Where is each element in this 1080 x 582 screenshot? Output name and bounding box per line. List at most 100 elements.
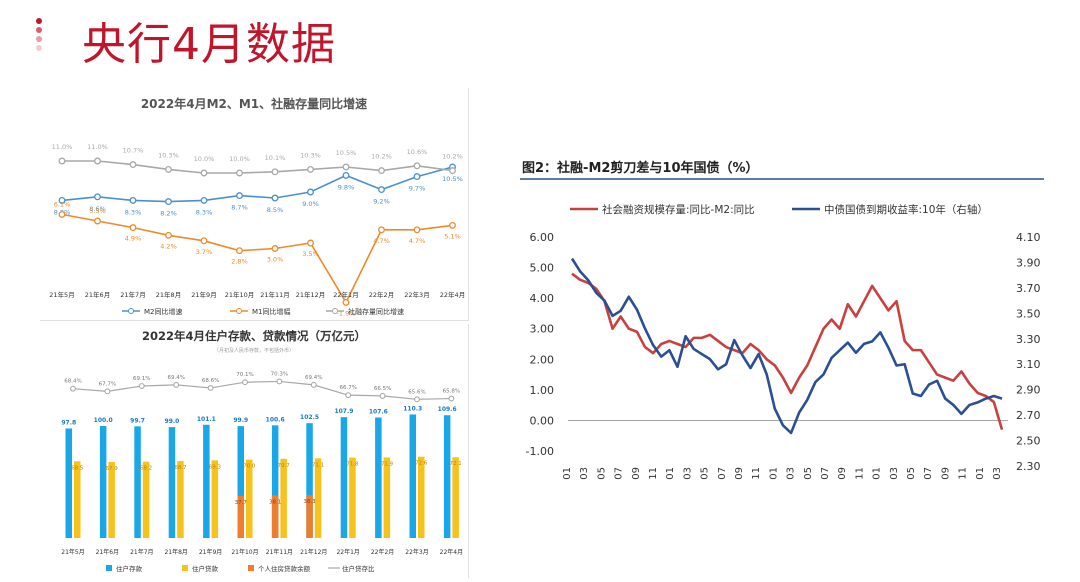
chart2-ratio-label: 66.5% xyxy=(374,386,391,392)
chart2-ratio-label: 69.1% xyxy=(133,376,150,382)
chart1-x-tick: 21年12月 xyxy=(296,290,326,299)
chart3-y2-tick: 3.10 xyxy=(1016,358,1041,371)
chart1-point xyxy=(200,169,208,177)
chart1-point xyxy=(307,188,314,196)
chart1-data-label: 3.0% xyxy=(267,256,284,264)
chart2-bar-loan xyxy=(246,459,253,538)
chart1-data-label: 10.6% xyxy=(407,148,428,156)
chart2-legend-label: 住户贷款 xyxy=(192,564,219,573)
chart2-svg: 2022年4月住户存款、贷款情况（万亿元） （月初及人民币存款，不包括外币） 97.… xyxy=(61,329,463,573)
chart2-ratio-label: 69.4% xyxy=(305,375,322,381)
chart2-ratio-label: 66.7% xyxy=(339,385,356,391)
chart2-ratio-point xyxy=(104,388,111,395)
chart3-y2-tick: 2.50 xyxy=(1016,435,1041,448)
chart3-y-tick: 0.00 xyxy=(530,414,555,427)
chart2-ratio-label: 70.1% xyxy=(236,372,253,378)
chart2-x-tick: 21年9月 xyxy=(199,548,222,556)
chart1-point xyxy=(165,165,172,173)
chart1-data-label: 3.7% xyxy=(196,248,213,256)
chart2-bar-deposit xyxy=(237,426,244,538)
chart1-x-tick: 22年3月 xyxy=(404,290,429,299)
chart1-point xyxy=(378,186,385,194)
chart1-x-tick: 22年4月 xyxy=(440,290,465,299)
chart2-bar-mortgage xyxy=(306,495,313,538)
chart2-label-loan: 72.6 xyxy=(415,461,428,467)
chart1-data-label: 9.7% xyxy=(409,185,426,193)
chart2-ratio-line xyxy=(72,380,452,400)
chart1-point xyxy=(271,168,279,176)
chart2-bar-deposit xyxy=(375,417,382,538)
chart1-series-line xyxy=(61,166,453,203)
chart2-bar-deposit xyxy=(340,417,348,538)
chart2-label-deposit: 109.6 xyxy=(438,406,457,413)
chart2-ratio-point xyxy=(138,383,145,389)
chart3-y-tick: 2.00 xyxy=(530,353,555,366)
chart3-series-line xyxy=(570,257,1003,435)
chart2-bar-mortgage xyxy=(237,495,244,538)
chart3-y2-tick: 2.90 xyxy=(1016,384,1041,397)
chart1-data-label: 8.6% xyxy=(89,205,106,213)
chart1-point xyxy=(378,226,385,234)
chart2-x-tick: 22年2月 xyxy=(371,548,394,556)
chart1-data-label: 10.5% xyxy=(336,149,357,157)
chart1-data-label: 9.2% xyxy=(373,198,390,206)
chart2-label-deposit: 100.0 xyxy=(94,417,113,424)
chart2-legend-swatch xyxy=(106,565,112,571)
chart3-y-tick: 1.00 xyxy=(530,384,555,397)
chart2-bar-deposit xyxy=(409,414,416,538)
chart2-x-tick: 22年4月 xyxy=(440,548,463,556)
chart1-data-label: 8.5% xyxy=(267,206,284,214)
chart1-x-tick: 21年7月 xyxy=(120,290,145,299)
chart1-x-tick: 21年6月 xyxy=(85,290,110,299)
chart2-bar-deposit xyxy=(203,424,210,538)
chart1-data-label: 10.2% xyxy=(442,153,463,161)
chart2-x-tick: 21年5月 xyxy=(61,548,84,556)
chart2-legend-label: 住户贷存比 xyxy=(342,564,375,573)
chart3-svg: 图2：社融-M2剪刀差与10年国债（%） 6.00 5.00 4.00 3.00 2.00… xyxy=(520,160,1044,509)
chart3-y-tick: 5.00 xyxy=(530,262,555,275)
chart1-point xyxy=(413,226,421,234)
chart1-data-label: 4.9% xyxy=(125,235,142,243)
chart2-bar-loan xyxy=(349,457,356,538)
chart1-legend-marker xyxy=(128,308,134,314)
chart2-x-tick: 22年1月 xyxy=(336,548,359,556)
chart1-x-tick: 22年1月 xyxy=(333,290,358,299)
chart3-x-tick: 2018-11 xyxy=(648,467,659,480)
chart3-x-tick: 2020-03 xyxy=(786,467,797,480)
chart2-ratio-label: 69.4% xyxy=(167,375,184,381)
chart1-legend-marker xyxy=(332,308,338,314)
chart2-x-tick: 21年8月 xyxy=(164,548,187,556)
chart-m2-m1-tsf: 2022年4月M2、M1、社融存量同比增速8.3%8.6%8.3%8.2%8.3… xyxy=(40,88,469,321)
chart3-series-line xyxy=(571,272,1004,430)
chart2-ratio-label: 67.7% xyxy=(99,381,116,387)
chart3-x-tick: 2018-03 xyxy=(579,467,590,480)
chart1-data-label: 10.7% xyxy=(123,147,144,155)
chart2-ratio-label: 70.3% xyxy=(271,371,288,377)
chart3-x-tick: 2019-11 xyxy=(751,467,762,480)
chart1-data-label: 8.2% xyxy=(160,210,177,218)
chart1-point xyxy=(129,224,137,232)
chart1-x-tick: 22年2月 xyxy=(369,290,394,299)
chart2-bar-loan xyxy=(280,458,287,538)
chart1-data-label: -1.9% xyxy=(337,309,356,317)
chart2-legend-swatch xyxy=(182,565,188,571)
chart1-data-label: 5.1% xyxy=(444,232,461,240)
chart1-point xyxy=(129,161,137,169)
chart1-data-label: 10.5% xyxy=(442,175,463,183)
chart2-label-mortgage: 37.7 xyxy=(235,500,248,506)
chart1-point xyxy=(94,157,101,165)
title-decoration-dots xyxy=(36,18,46,54)
chart2-label-loan: 68.2 xyxy=(140,466,152,472)
chart2-ratio-point xyxy=(70,385,76,392)
chart1-point xyxy=(165,231,172,239)
chart1-legend-label: M1同比增幅 xyxy=(252,307,291,316)
chart3-y-tick: 6.00 xyxy=(530,231,555,244)
chart3-x-tick: 2019-01 xyxy=(665,467,676,480)
chart1-data-label: 9.8% xyxy=(338,183,355,191)
chart1-point xyxy=(342,163,350,171)
chart3-y-tick: 3.00 xyxy=(530,323,555,336)
chart1-x-tick: 21年5月 xyxy=(49,290,74,299)
chart2-label-deposit: 101.1 xyxy=(197,416,216,423)
chart-scissors-gap-bond: 图2：社融-M2剪刀差与10年国债（%） 6.00 5.00 4.00 3.00 2.00… xyxy=(512,150,1047,509)
chart2-label-loan: 71.8 xyxy=(346,462,359,468)
